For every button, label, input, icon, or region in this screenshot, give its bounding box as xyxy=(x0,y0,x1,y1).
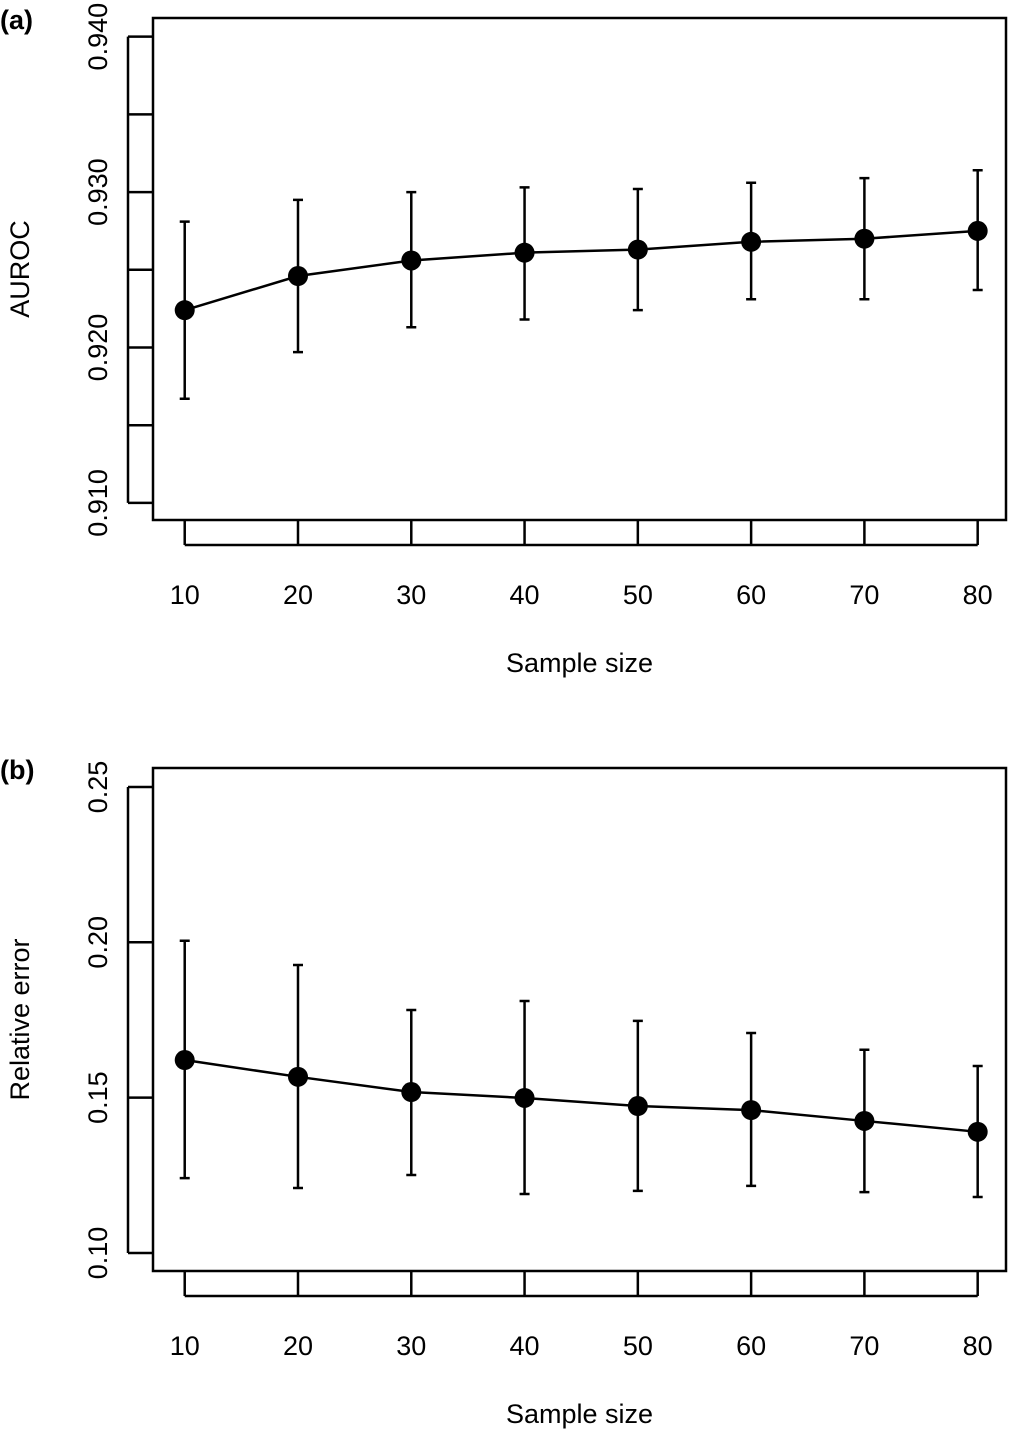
plot-frame xyxy=(151,16,1008,522)
y-tick-label: 0.940 xyxy=(83,3,113,71)
x-tick-label: 70 xyxy=(849,580,879,610)
series-line xyxy=(184,229,978,312)
y-tick-label: 0.920 xyxy=(83,314,113,382)
panel-label: (b) xyxy=(0,755,34,785)
x-tick-label: 40 xyxy=(510,1331,540,1361)
x-axis-label: Sample size xyxy=(506,648,653,678)
point xyxy=(174,300,195,321)
x-tick-label: 20 xyxy=(283,1331,313,1361)
x-tick-label: 30 xyxy=(396,1331,426,1361)
point xyxy=(854,228,875,249)
x-tick-label: 40 xyxy=(510,580,540,610)
point xyxy=(401,1082,422,1103)
x-tick-label: 50 xyxy=(623,1331,653,1361)
y-axis-label: AUROC xyxy=(5,220,35,318)
x-tick-label: 20 xyxy=(283,580,313,610)
point xyxy=(401,250,422,271)
y-tick-label: 0.25 xyxy=(83,761,113,814)
point xyxy=(741,1100,762,1121)
point xyxy=(514,242,535,263)
y-tick-label: 0.10 xyxy=(83,1227,113,1280)
x-tick-label: 30 xyxy=(396,580,426,610)
point xyxy=(174,1050,195,1071)
series-line xyxy=(184,1058,978,1134)
point xyxy=(627,1096,648,1117)
point xyxy=(854,1110,875,1131)
y-tick-label: 0.15 xyxy=(83,1071,113,1124)
x-tick-label: 10 xyxy=(170,580,200,610)
x-tick-label: 70 xyxy=(849,1331,879,1361)
panel-label: (a) xyxy=(0,5,33,35)
x-tick-label: 80 xyxy=(963,1331,993,1361)
x-tick-label: 60 xyxy=(736,1331,766,1361)
x-tick-label: 50 xyxy=(623,580,653,610)
point xyxy=(287,265,308,286)
point xyxy=(741,231,762,252)
point xyxy=(967,220,988,241)
point xyxy=(514,1087,535,1108)
y-tick-label: 0.20 xyxy=(83,916,113,969)
x-tick-label: 60 xyxy=(736,580,766,610)
point xyxy=(967,1121,988,1142)
x-tick-label: 80 xyxy=(963,580,993,610)
plot-frame xyxy=(151,766,1008,1273)
point xyxy=(627,239,648,260)
y-tick-label: 0.930 xyxy=(83,158,113,226)
y-axis-label: Relative error xyxy=(5,938,35,1100)
y-tick-label: 0.910 xyxy=(83,469,113,537)
point xyxy=(287,1066,308,1087)
x-tick-label: 10 xyxy=(170,1331,200,1361)
x-axis-label: Sample size xyxy=(506,1399,653,1429)
